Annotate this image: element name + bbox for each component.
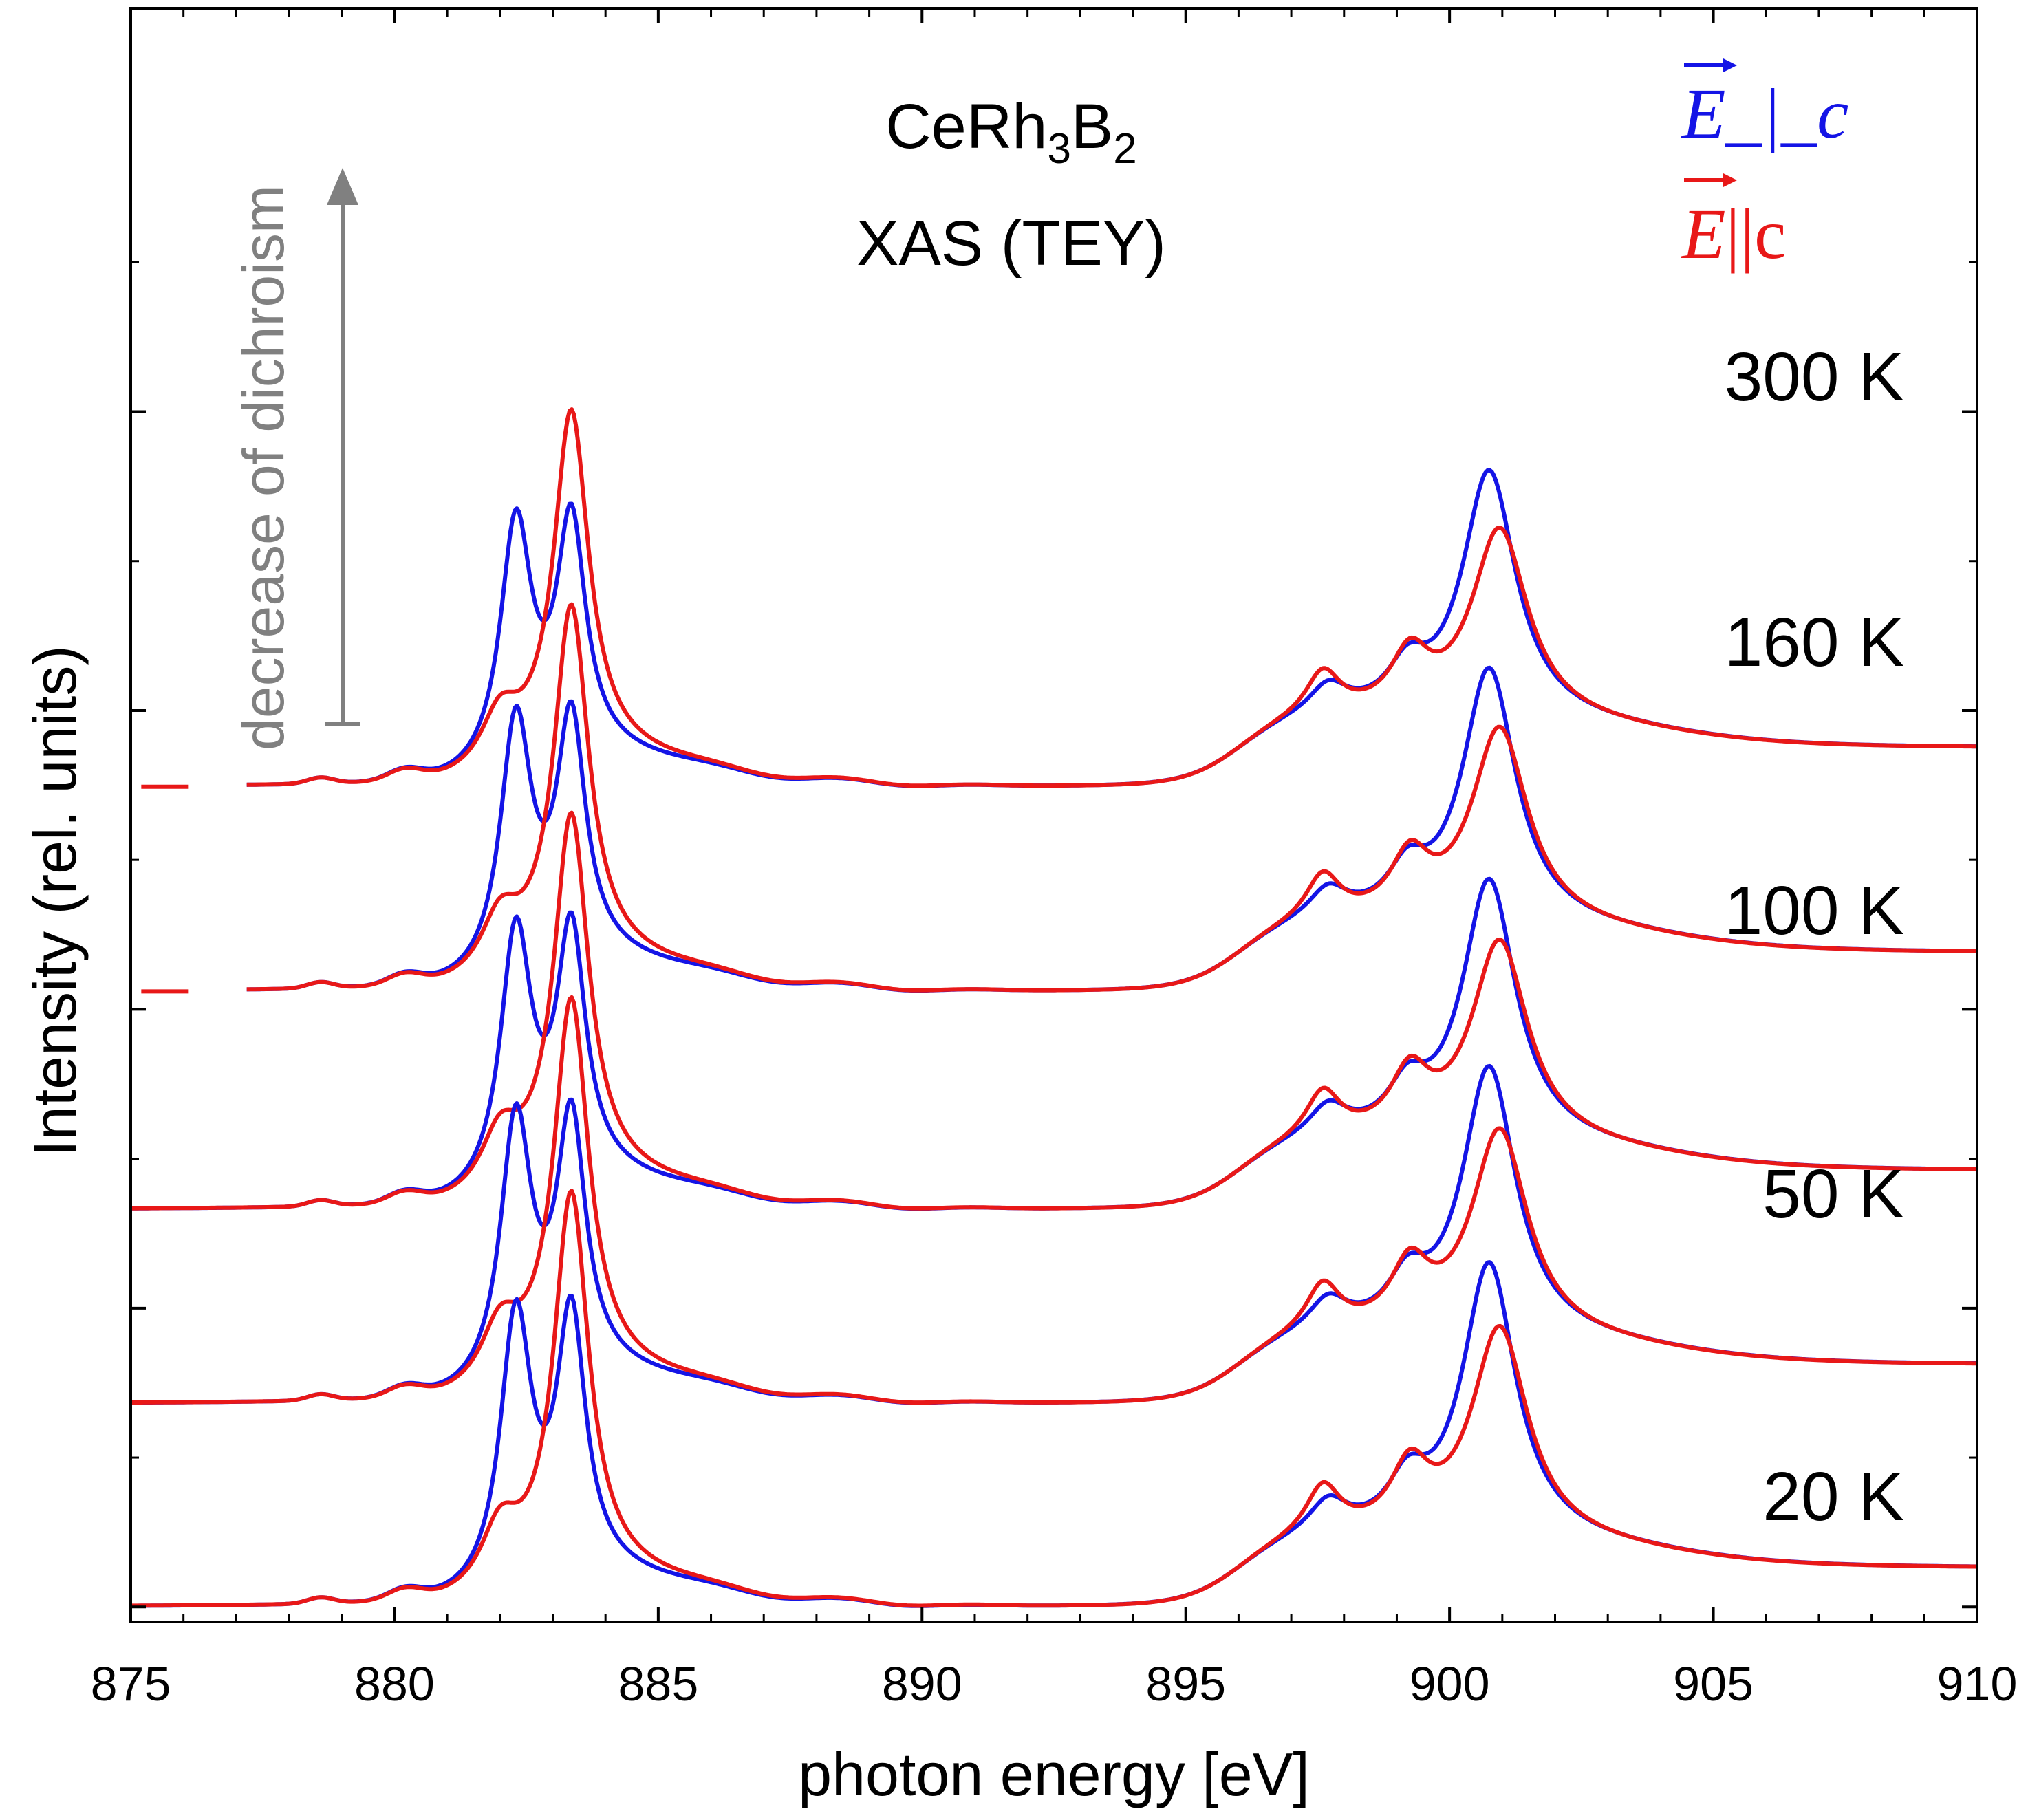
spectrum-perp-50k — [131, 1063, 1977, 1405]
x-tick-label: 885 — [618, 1657, 698, 1711]
spectrum-perp-20k — [131, 1260, 1977, 1608]
x-tick-labels: 875 880 885 890 895 900 905 910 — [91, 1657, 2018, 1711]
spectrum-para-50k — [131, 995, 1977, 1405]
temp-label-160: 160 K — [1725, 604, 1904, 681]
temperature-group-100k — [131, 810, 1977, 1211]
y-axis-label: Intensity (rel. units) — [21, 645, 89, 1156]
plot-frame — [129, 7, 1978, 1623]
legend-item-perp: E_|_c — [1681, 58, 1848, 153]
x-tick-label: 895 — [1145, 1657, 1226, 1711]
temperature-group-160k — [141, 602, 1977, 994]
legend-para-label: E||c — [1681, 195, 1786, 274]
x-axis-label: photon energy [eV] — [798, 1740, 1310, 1808]
temp-label-300: 300 K — [1725, 338, 1904, 415]
temperature-group-300k — [141, 407, 1977, 789]
legend-perp-label: E_|_c — [1681, 74, 1848, 153]
legend-perp-arrowhead — [1723, 58, 1737, 72]
ticks-layer — [129, 8, 1978, 1622]
temp-label-100: 100 K — [1725, 872, 1904, 949]
x-tick-label: 890 — [882, 1657, 962, 1711]
chart-title-formula: CeRh3B2 — [885, 91, 1137, 173]
x-tick-label: 880 — [354, 1657, 435, 1711]
dichroism-annotation-text: decrease of dichroism — [231, 185, 296, 750]
x-tick-label: 905 — [1673, 1657, 1754, 1711]
x-tick-label: 910 — [1937, 1657, 2018, 1711]
spectrum-perp-160k — [246, 665, 1977, 993]
spectrum-para-300k — [246, 407, 1977, 788]
x-tick-label: 900 — [1410, 1657, 1490, 1711]
dichroism-annotation: decrease of dichroism — [231, 168, 360, 750]
legend: E_|_c E||c — [1681, 58, 1848, 274]
chart-title-method: XAS (TEY) — [856, 208, 1166, 279]
legend-item-para: E||c — [1681, 173, 1786, 274]
temperature-labels: 300 K 160 K 100 K 50 K 20 K — [1725, 338, 1904, 1535]
legend-para-arrowhead — [1723, 173, 1737, 187]
temperature-group-20k — [131, 1189, 1977, 1608]
spectrum-para-160k — [246, 602, 1977, 993]
series-layer — [131, 407, 1977, 1608]
spectrum-para-100k — [131, 810, 1977, 1211]
temperature-group-50k — [131, 995, 1977, 1405]
dichroism-arrowhead — [327, 168, 358, 205]
spectrum-perp-300k — [246, 468, 1977, 788]
temp-label-50: 50 K — [1762, 1156, 1904, 1233]
spectrum-perp-100k — [131, 876, 1977, 1211]
temp-label-20: 20 K — [1762, 1458, 1904, 1535]
spectrum-para-20k — [131, 1189, 1977, 1608]
x-tick-label: 875 — [91, 1657, 171, 1711]
